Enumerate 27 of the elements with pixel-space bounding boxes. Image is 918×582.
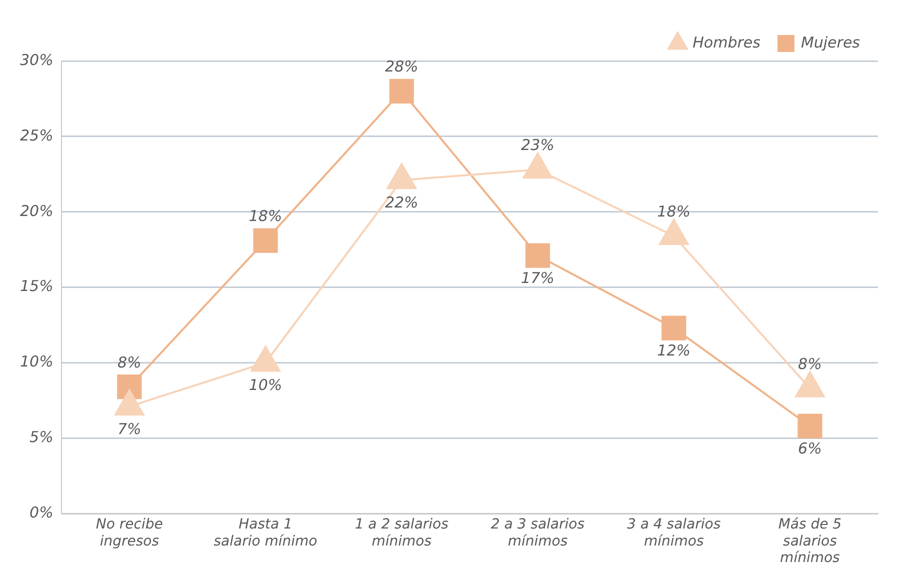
data-label: 10% bbox=[248, 376, 282, 394]
data-label: 18% bbox=[248, 206, 282, 225]
y-tick-label: 25% bbox=[20, 126, 54, 144]
y-tick-label: 10% bbox=[20, 352, 54, 371]
x-tick-label: No recibe ingresos bbox=[96, 516, 163, 550]
y-tick-label: 15% bbox=[20, 277, 54, 296]
data-label: 17% bbox=[521, 269, 554, 288]
data-label: 28% bbox=[384, 58, 418, 76]
y-tick-label: 5% bbox=[30, 428, 54, 446]
y-tick-label: 0% bbox=[30, 503, 54, 522]
data-label: 23% bbox=[521, 136, 554, 154]
x-tick-label: 3 a 4 salarios mínimos bbox=[627, 516, 721, 550]
x-tick-label: Más de 5 salarios mínimos bbox=[778, 516, 842, 566]
legend-label: Hombres bbox=[692, 33, 761, 52]
x-tick-label: Hasta 1 salario mínimo bbox=[214, 516, 318, 550]
data-label: 6% bbox=[798, 439, 822, 458]
data-label: 8% bbox=[798, 354, 822, 373]
x-tick-label: 2 a 3 salarios mínimos bbox=[490, 516, 585, 550]
data-label: 12% bbox=[657, 341, 691, 360]
data-label: 18% bbox=[657, 202, 691, 220]
data-label: 7% bbox=[117, 420, 142, 438]
data-label: 22% bbox=[384, 194, 418, 212]
legend-label: Mujeres bbox=[800, 33, 860, 52]
x-tick-label: 1 a 2 salarios mínimos bbox=[354, 516, 448, 550]
y-tick-label: 30% bbox=[20, 50, 54, 69]
y-tick-label: 20% bbox=[20, 202, 54, 220]
data-label: 8% bbox=[117, 353, 142, 372]
